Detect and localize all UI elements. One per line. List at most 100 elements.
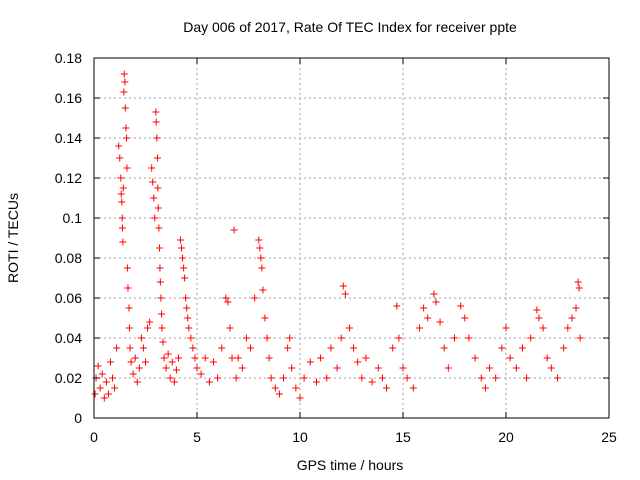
data-point — [139, 344, 147, 352]
x-axis-tick-labels: 0 5 10 15 20 25 — [90, 429, 617, 445]
data-point — [174, 354, 182, 362]
data-point — [180, 264, 188, 272]
data-point — [115, 142, 123, 150]
data-point — [119, 238, 127, 246]
data-point — [218, 344, 226, 352]
data-point — [168, 358, 176, 366]
data-point — [518, 344, 526, 352]
data-point — [296, 394, 304, 402]
data-point — [181, 274, 189, 282]
data-point — [118, 224, 126, 232]
data-point — [345, 324, 353, 332]
data-point — [292, 384, 300, 392]
data-point — [125, 304, 133, 312]
data-point — [158, 310, 166, 318]
data-point — [337, 334, 345, 342]
data-point — [242, 334, 250, 342]
data-point — [178, 244, 186, 252]
data-point — [126, 344, 134, 352]
data-point — [201, 354, 209, 362]
data-point — [263, 334, 271, 342]
data-point — [120, 88, 128, 96]
data-point — [122, 124, 130, 132]
data-point — [131, 354, 139, 362]
grid-lines — [94, 58, 609, 418]
data-point — [533, 306, 541, 314]
data-point — [152, 108, 160, 116]
data-point — [135, 364, 143, 372]
data-point — [137, 334, 145, 342]
x-axis-title: GPS time / hours — [297, 457, 404, 473]
data-point — [187, 334, 195, 342]
data-point — [104, 390, 112, 398]
data-point — [440, 344, 448, 352]
data-point — [127, 358, 135, 366]
data-point — [120, 70, 128, 78]
data-point — [177, 236, 185, 244]
data-point — [576, 334, 584, 342]
x-tick-label: 5 — [193, 429, 201, 445]
data-point — [123, 264, 131, 272]
data-point — [156, 244, 164, 252]
data-point — [560, 344, 568, 352]
y-axis-title: ROTI / TECUs — [5, 193, 21, 283]
x-tick-label: 20 — [498, 429, 514, 445]
data-point — [230, 226, 238, 234]
data-point — [185, 324, 193, 332]
data-point — [150, 194, 158, 202]
data-point — [481, 384, 489, 392]
y-tick-label: 0.08 — [55, 250, 82, 266]
data-point — [146, 318, 154, 326]
data-point — [91, 390, 99, 398]
data-point — [151, 214, 159, 222]
y-tick-label: 0.1 — [63, 210, 83, 226]
data-point — [306, 358, 314, 366]
data-point — [117, 190, 125, 198]
data-point — [492, 374, 500, 382]
data-point — [118, 198, 126, 206]
data-point — [362, 354, 370, 362]
data-point — [158, 324, 166, 332]
data-point — [155, 224, 163, 232]
data-point — [358, 374, 366, 382]
data-point — [275, 390, 283, 398]
data-point — [166, 374, 174, 382]
data-point — [461, 314, 469, 322]
data-point — [238, 364, 246, 372]
data-point — [162, 364, 170, 372]
data-point — [368, 378, 376, 386]
data-point — [374, 364, 382, 372]
data-point — [471, 354, 479, 362]
data-point — [506, 354, 514, 362]
data-point — [527, 334, 535, 342]
data-point — [109, 374, 117, 382]
data-point — [153, 134, 161, 142]
data-point — [502, 324, 510, 332]
y-tick-label: 0.14 — [55, 130, 82, 146]
y-tick-label: 0.04 — [55, 330, 82, 346]
data-point — [259, 286, 267, 294]
data-point — [133, 378, 141, 386]
data-point — [535, 314, 543, 322]
data-point — [179, 254, 187, 262]
data-point — [214, 374, 222, 382]
data-point — [152, 118, 160, 126]
data-point — [409, 384, 417, 392]
data-point — [121, 104, 129, 112]
data-point — [300, 374, 308, 382]
data-point — [226, 324, 234, 332]
data-point — [354, 358, 362, 366]
data-point — [284, 344, 292, 352]
data-point — [121, 78, 129, 86]
data-point — [154, 204, 162, 212]
data-point — [288, 364, 296, 372]
data-point — [144, 324, 152, 332]
x-tick-label: 25 — [601, 429, 617, 445]
data-point — [153, 154, 161, 162]
axis-ticks — [93, 57, 610, 419]
data-point — [255, 236, 263, 244]
data-point — [574, 278, 582, 286]
data-point — [98, 370, 106, 378]
data-point — [123, 134, 131, 142]
